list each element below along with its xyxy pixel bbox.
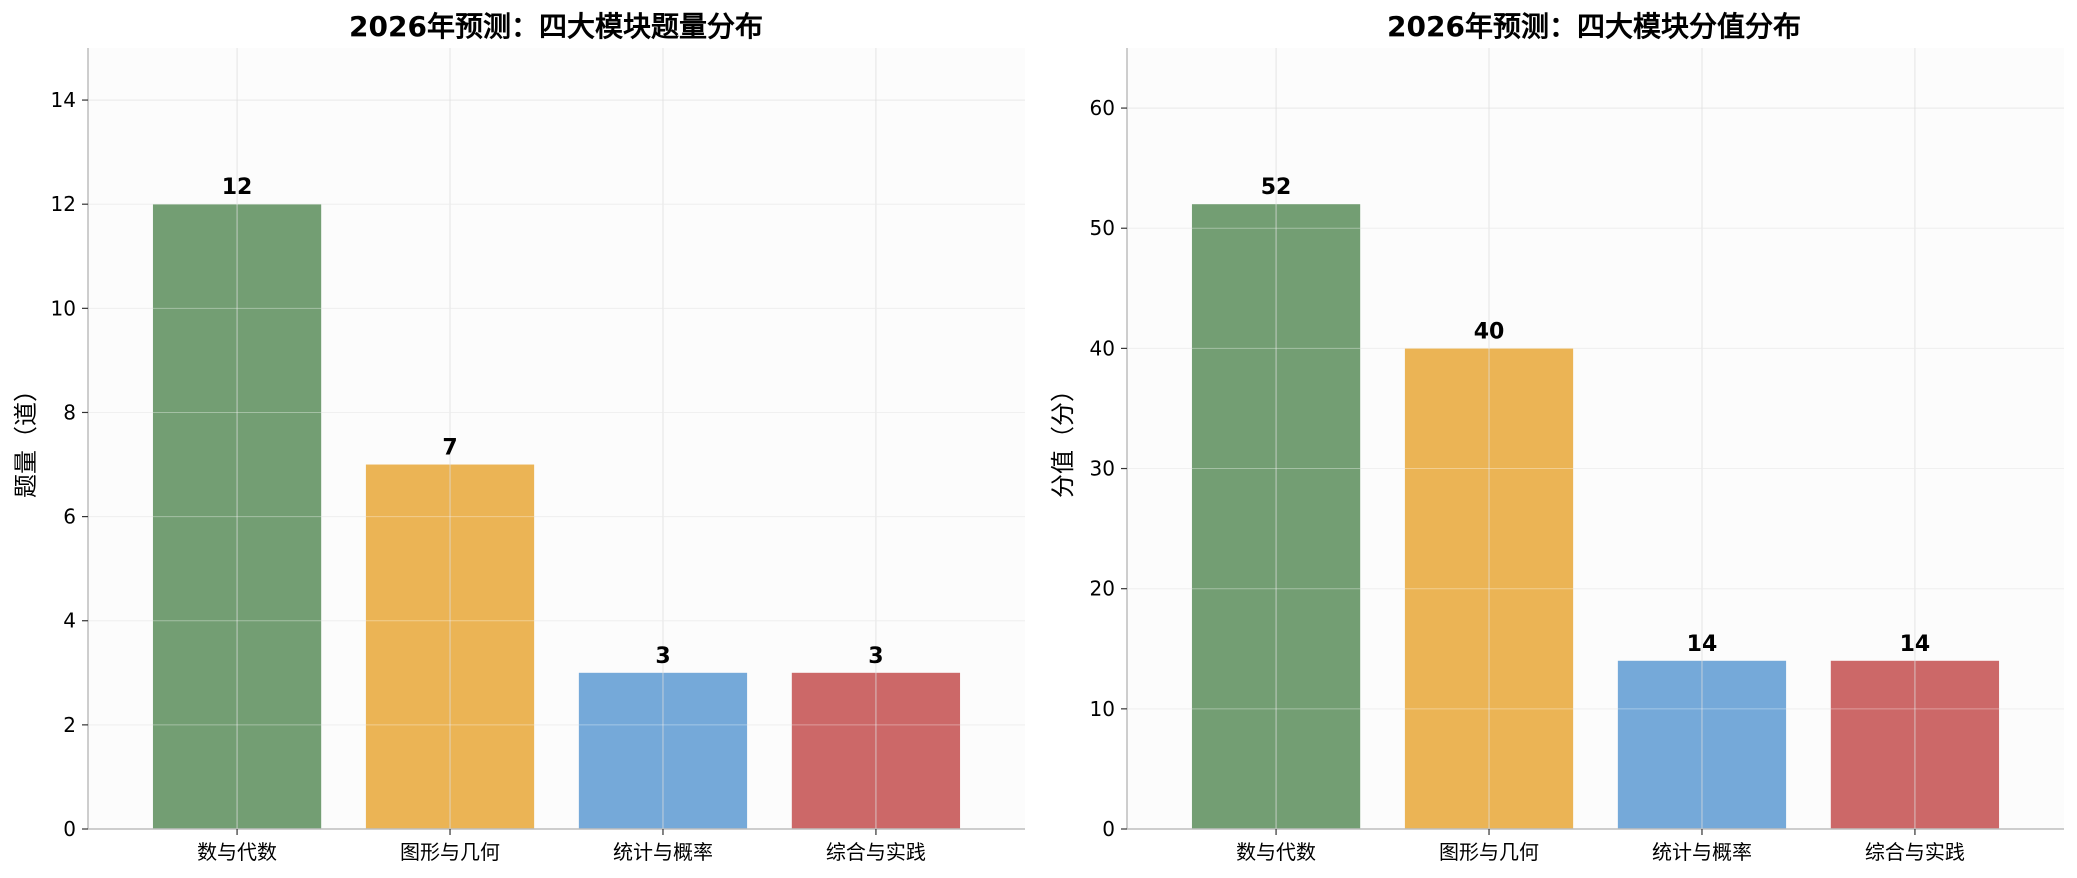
y-tick-label: 60: [1090, 96, 1115, 120]
y-axis-label: 分值（分）: [1049, 378, 1077, 498]
chart-question-count: 2026年预测：四大模块题量分布 题量（道） 12 7 3 3 0 2 4 6 8 10 12 14 数…: [12, 10, 1025, 864]
y-tick-label: 8: [63, 400, 76, 424]
y-tick-label: 6: [63, 505, 76, 529]
bar-value-label: 3: [655, 644, 670, 669]
y-tick-label: 0: [1102, 817, 1115, 841]
y-axis-label: 题量（道）: [12, 378, 40, 498]
chart-title: 2026年预测：四大模块分值分布: [1387, 10, 1801, 43]
x-tick-label: 数与代数: [197, 840, 277, 864]
bar-value-label: 14: [1687, 632, 1718, 657]
x-tick-label: 数与代数: [1236, 840, 1316, 864]
chart-score-distribution: 2026年预测：四大模块分值分布 分值（分） 52 40 14 14 0 10 20 30 40…: [1049, 10, 2064, 864]
y-tick-label: 10: [51, 296, 76, 320]
x-tick-label: 图形与几何: [1439, 840, 1539, 864]
y-tick-label: 0: [63, 817, 76, 841]
bar-value-label: 12: [222, 175, 253, 200]
bar-value-label: 14: [1900, 632, 1931, 657]
y-tick-label: 12: [51, 192, 76, 216]
y-tick-label: 20: [1090, 577, 1115, 601]
x-tick-label: 统计与概率: [613, 840, 713, 864]
bar-value-label: 52: [1261, 175, 1292, 200]
chart-title: 2026年预测：四大模块题量分布: [349, 10, 763, 43]
y-tick-label: 40: [1090, 336, 1115, 360]
x-tick-label: 综合与实践: [1865, 840, 1965, 864]
x-tick-label: 综合与实践: [826, 840, 926, 864]
y-tick-label: 50: [1090, 216, 1115, 240]
bar-value-label: 3: [868, 644, 883, 669]
y-tick-label: 4: [63, 609, 76, 633]
y-tick-label: 14: [51, 88, 76, 112]
y-tick-label: 10: [1090, 697, 1115, 721]
y-tick-label: 30: [1090, 457, 1115, 481]
x-tick-label: 图形与几何: [400, 840, 500, 864]
bar-value-label: 7: [442, 436, 457, 461]
x-tick-label: 统计与概率: [1652, 840, 1752, 864]
bar-value-label: 40: [1474, 319, 1505, 344]
y-tick-label: 2: [63, 713, 76, 737]
